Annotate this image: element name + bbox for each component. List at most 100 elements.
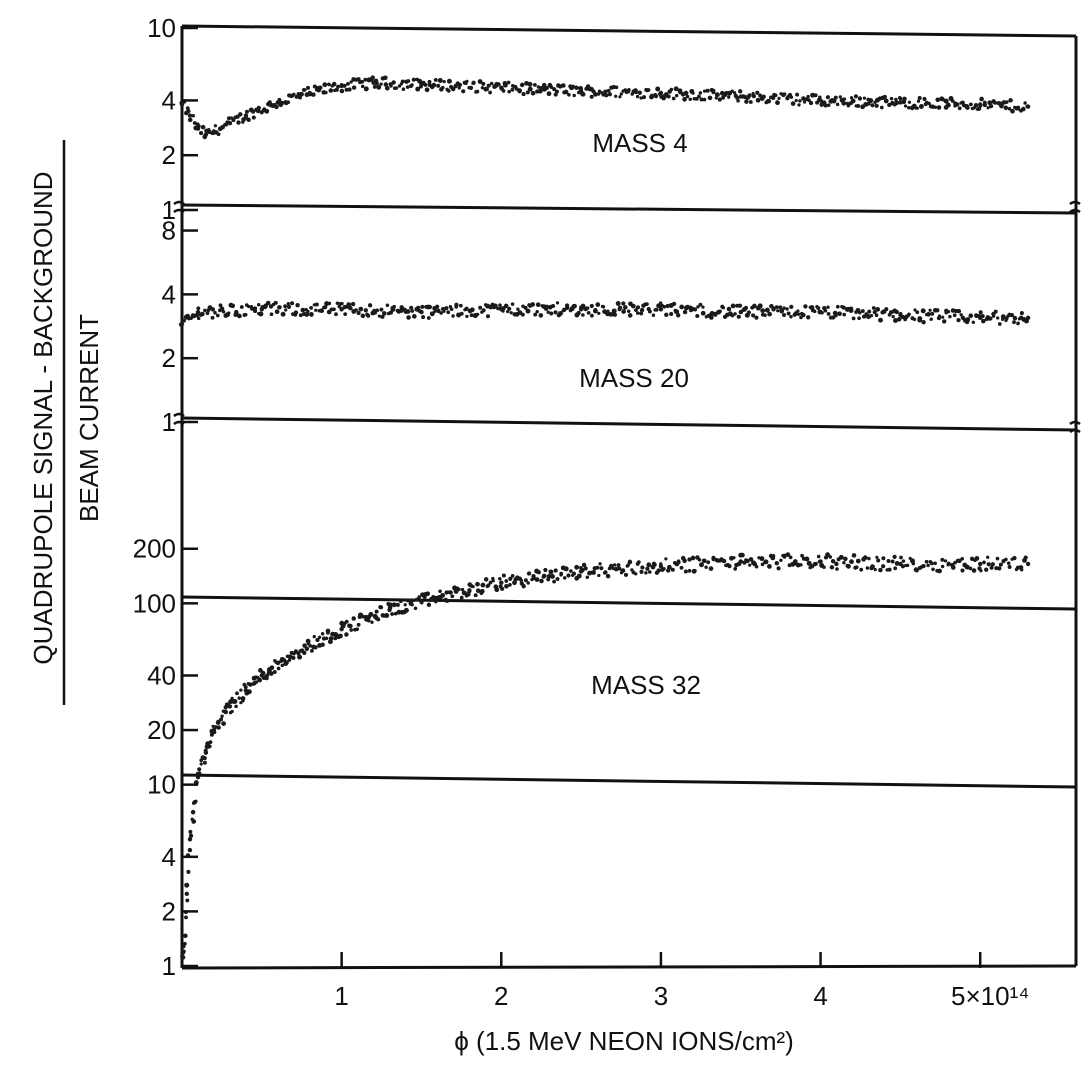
scatter-point bbox=[373, 311, 377, 315]
scatter-point bbox=[572, 303, 577, 309]
scatter-point bbox=[823, 308, 828, 313]
scatter-point bbox=[292, 92, 296, 97]
scatter-point bbox=[785, 307, 789, 311]
scatter-point bbox=[671, 96, 676, 101]
data-point bbox=[1025, 315, 1031, 320]
scatter-point bbox=[310, 649, 314, 653]
scatter-point bbox=[437, 78, 443, 83]
axis-break-mark bbox=[1069, 200, 1081, 214]
x-axis-line bbox=[181, 964, 1077, 970]
scatter-point bbox=[633, 90, 638, 95]
scatter-point bbox=[379, 605, 384, 610]
scatter-point bbox=[912, 317, 917, 322]
scatter-point bbox=[997, 322, 1002, 326]
scatter-point bbox=[737, 303, 743, 308]
scatter-point bbox=[597, 92, 601, 96]
scatter-point bbox=[589, 94, 594, 99]
scatter-point bbox=[907, 100, 912, 104]
scatter-point bbox=[894, 97, 898, 102]
scatter-point bbox=[901, 559, 906, 563]
scatter-point bbox=[626, 309, 631, 313]
scatter-point bbox=[273, 300, 278, 305]
scatter-point bbox=[891, 314, 895, 319]
scatter-point bbox=[586, 311, 591, 315]
scatter-point bbox=[494, 587, 500, 593]
scatter-point bbox=[835, 304, 840, 309]
axis-break-mark bbox=[173, 412, 185, 426]
scatter-point bbox=[558, 310, 563, 316]
scatter-point bbox=[730, 89, 734, 93]
scatter-point bbox=[748, 100, 753, 104]
scatter-point bbox=[933, 561, 937, 566]
scatter-point bbox=[523, 578, 528, 583]
scatter-point bbox=[475, 581, 480, 587]
scatter-point bbox=[339, 88, 345, 94]
scatter-point bbox=[876, 558, 881, 563]
scatter-point bbox=[943, 559, 948, 563]
data-point bbox=[339, 627, 344, 632]
scatter-point bbox=[440, 592, 446, 598]
scatter-point bbox=[936, 105, 942, 110]
scatter-point bbox=[776, 309, 780, 313]
scatter-point bbox=[334, 312, 338, 317]
scatter-point bbox=[349, 80, 353, 84]
scatter-point bbox=[618, 95, 622, 99]
scatter-point bbox=[207, 744, 212, 749]
scatter-point bbox=[804, 556, 810, 562]
scatter-point bbox=[243, 685, 248, 690]
scatter-point bbox=[574, 564, 580, 570]
scatter-point bbox=[202, 760, 207, 765]
scatter-point bbox=[264, 108, 270, 114]
scatter-point bbox=[667, 564, 672, 570]
scatter-point bbox=[354, 308, 358, 312]
scatter-point bbox=[856, 104, 861, 108]
data-point bbox=[227, 121, 233, 126]
scatter-point bbox=[461, 590, 467, 596]
scatter-point bbox=[786, 311, 791, 316]
scatter-point bbox=[893, 566, 898, 571]
scatter-point bbox=[676, 313, 681, 318]
scatter-point bbox=[843, 556, 848, 562]
scatter-point bbox=[280, 311, 286, 317]
scatter-point bbox=[295, 303, 300, 308]
scatter-point bbox=[757, 303, 763, 309]
scatter-point bbox=[436, 308, 441, 314]
scatter-point bbox=[826, 311, 831, 316]
scatter-point bbox=[399, 308, 404, 313]
tick-marks bbox=[182, 26, 982, 968]
scatter-point bbox=[857, 316, 861, 321]
scatter-point bbox=[595, 565, 600, 570]
scatter-point bbox=[450, 594, 455, 599]
scatter-point bbox=[411, 598, 416, 603]
scatter-point bbox=[1012, 315, 1018, 321]
scatter-point bbox=[634, 308, 638, 312]
scatter-point bbox=[521, 584, 526, 589]
scatter-point bbox=[356, 310, 361, 316]
data-point bbox=[195, 309, 201, 315]
scatter-point bbox=[213, 124, 218, 128]
scatter-point bbox=[182, 318, 186, 323]
scatter-point bbox=[744, 99, 749, 104]
scatter-point bbox=[363, 308, 368, 313]
data-point bbox=[179, 321, 185, 327]
scatter-point bbox=[837, 311, 842, 316]
scatter-point bbox=[269, 312, 274, 317]
scatter-point bbox=[536, 570, 541, 575]
scatter-point bbox=[915, 106, 919, 110]
scatter-point bbox=[427, 79, 432, 84]
scatter-point bbox=[785, 552, 791, 557]
scatter-point bbox=[807, 98, 811, 103]
scatter-point bbox=[942, 319, 947, 324]
scatter-point bbox=[748, 557, 754, 562]
scatter-point bbox=[337, 304, 342, 309]
scatter-point bbox=[569, 569, 573, 573]
scatter-point bbox=[458, 82, 462, 87]
scatter-point bbox=[403, 603, 407, 607]
scatter-point bbox=[735, 95, 740, 100]
scatter-point bbox=[247, 304, 251, 309]
scatter-point bbox=[205, 311, 210, 316]
scatter-point bbox=[927, 101, 931, 106]
scatter-point bbox=[878, 567, 883, 573]
data-point bbox=[203, 750, 209, 755]
scatter-point bbox=[264, 676, 269, 681]
